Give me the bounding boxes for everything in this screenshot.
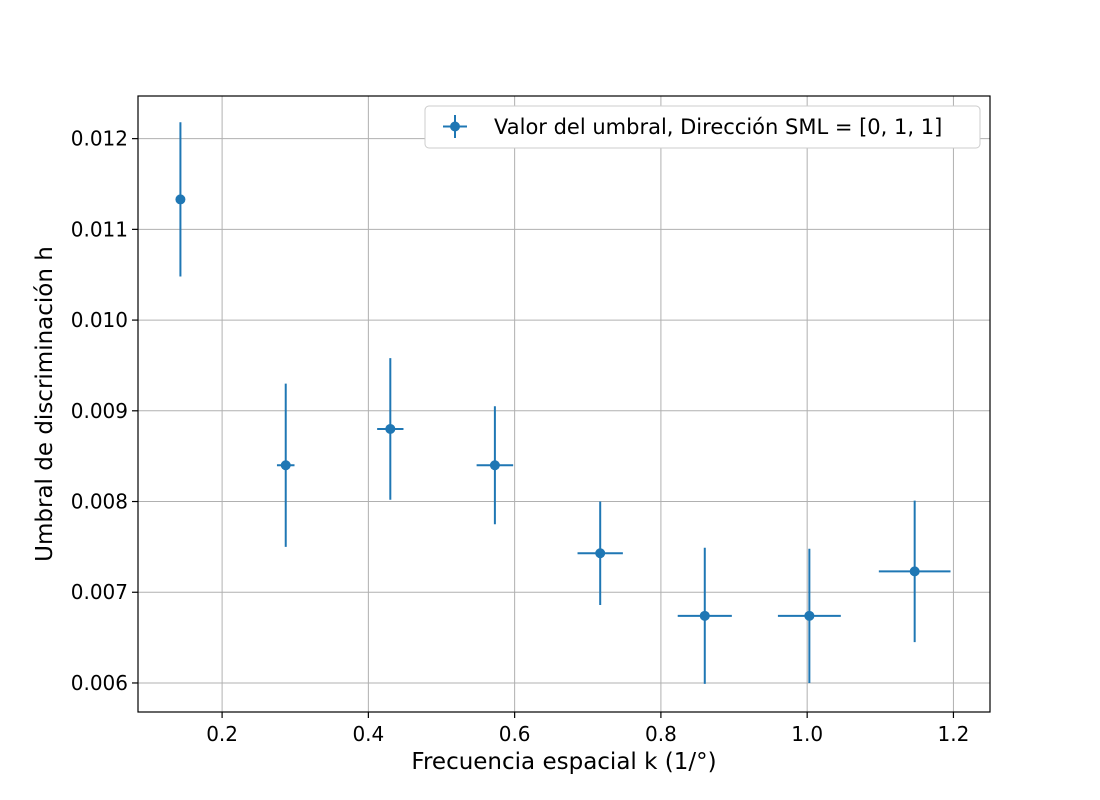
x-tick-label: 0.8 xyxy=(645,722,677,746)
x-tick-label: 1.2 xyxy=(938,722,970,746)
y-tick-label: 0.012 xyxy=(71,127,128,151)
x-tick-label: 0.2 xyxy=(206,722,238,746)
data-point xyxy=(595,548,606,559)
x-tick-label: 0.4 xyxy=(352,722,384,746)
plot-frame xyxy=(137,95,991,713)
legend-entry-label: Valor del umbral, Dirección SML = [0, 1,… xyxy=(494,115,942,139)
data-point xyxy=(175,194,186,205)
data-point xyxy=(489,460,500,471)
y-tick-label: 0.011 xyxy=(71,217,128,241)
plot-area xyxy=(138,96,990,712)
x-tick-label: 1.0 xyxy=(791,722,823,746)
y-tick-label: 0.009 xyxy=(71,399,128,423)
y-tick-label: 0.006 xyxy=(71,671,128,695)
x-axis-label: Frecuencia espacial k (1/°) xyxy=(411,749,716,775)
data-point xyxy=(385,423,396,434)
y-axis-label: Umbral de discriminación h xyxy=(32,246,58,562)
legend-box xyxy=(424,105,981,149)
data-point xyxy=(280,460,291,471)
x-tick-label: 0.6 xyxy=(499,722,531,746)
data-point xyxy=(804,610,815,621)
y-tick-label: 0.010 xyxy=(71,308,128,332)
legend: Valor del umbral, Dirección SML = [0, 1,… xyxy=(424,105,981,149)
legend-marker xyxy=(450,121,460,132)
y-tick-label: 0.008 xyxy=(71,490,128,514)
data-points xyxy=(175,194,920,621)
y-axis-ticks: 0.006 0.007 0.008 0.009 0.010 0.011 0.012 xyxy=(71,127,138,695)
x-axis-ticks: 0.2 0.4 0.6 0.8 1.0 1.2 xyxy=(206,712,969,746)
data-point xyxy=(909,566,920,577)
grid-lines xyxy=(138,96,990,712)
y-tick-label: 0.007 xyxy=(71,580,128,604)
data-point xyxy=(699,610,710,621)
